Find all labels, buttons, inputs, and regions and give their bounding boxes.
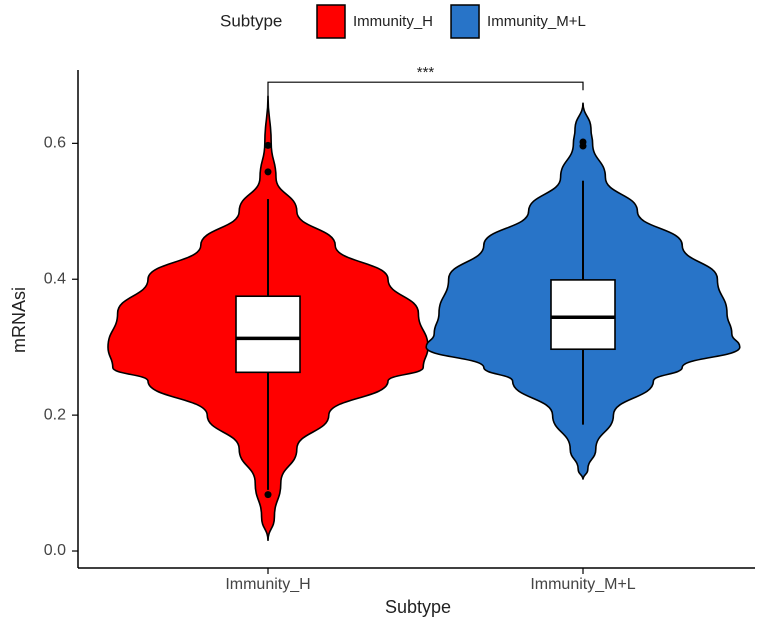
outlier (579, 142, 587, 150)
legend-label: Immunity_M+L (487, 13, 586, 30)
outlier (264, 491, 272, 499)
legend-label: Immunity_H (353, 13, 433, 30)
outlier (264, 141, 272, 149)
legend-key (450, 4, 480, 39)
x-axis-label: Subtype (385, 597, 451, 617)
legend-key (316, 4, 346, 39)
significance-label: *** (417, 64, 435, 81)
significance-bracket (267, 81, 584, 99)
y-axis-label: mRNAsi (9, 287, 29, 353)
outlier (264, 168, 272, 176)
y-tick-label: 0.4 (44, 270, 66, 287)
box (550, 279, 616, 351)
legend-title: Subtype (220, 11, 282, 30)
box (235, 295, 301, 374)
y-tick-label: 0.2 (44, 406, 66, 423)
x-tick-label: Immunity_H (225, 576, 310, 593)
y-tick-label: 0.0 (44, 542, 66, 559)
y-tick-label: 0.6 (44, 135, 66, 152)
x-tick-label: Immunity_M+L (530, 576, 635, 593)
